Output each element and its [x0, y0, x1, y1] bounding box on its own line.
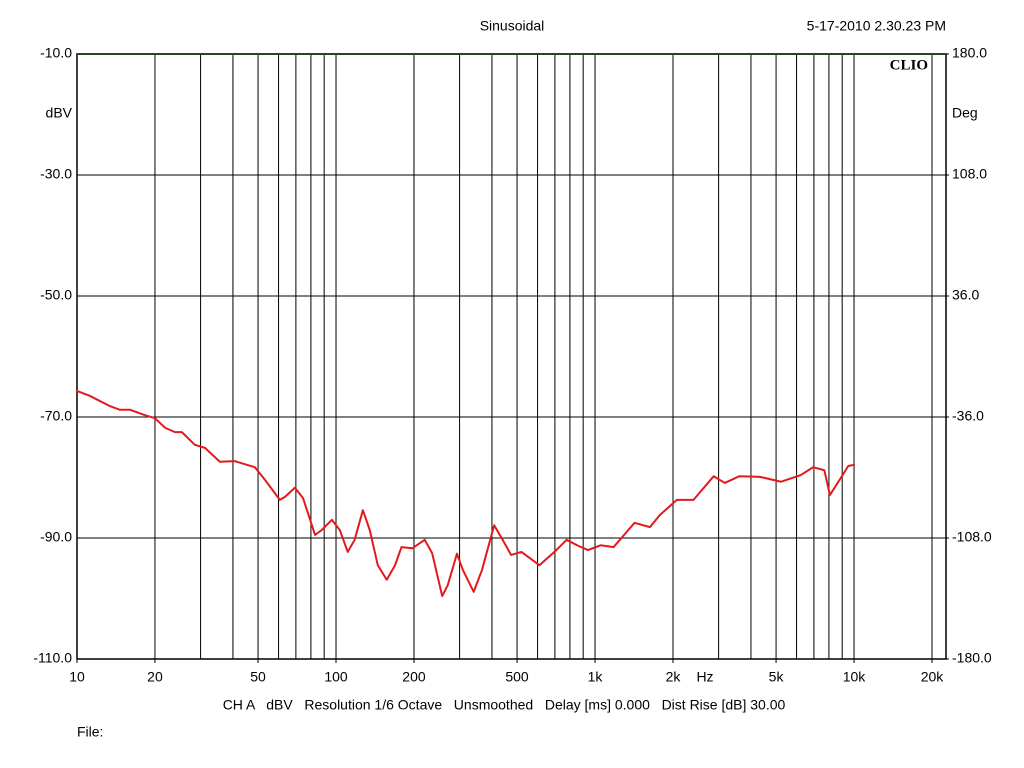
y-tick-label: -70.0 [40, 408, 72, 424]
x-tick-label: 20k [921, 669, 945, 685]
x-tick-label: 100 [324, 669, 348, 685]
y-tick-label: -50.0 [40, 287, 72, 303]
y2-tick-label: 36.0 [952, 287, 979, 303]
file-label: File: [77, 724, 103, 740]
plot-frame [76, 53, 947, 660]
x-tick-label: 1k [588, 669, 604, 685]
date: 5-17-2010 2.30.23 PM [807, 18, 946, 34]
y2-axis-label: Deg [952, 105, 978, 121]
x-tick-label: 2k [666, 669, 682, 685]
y2-tick-label: -108.0 [952, 529, 992, 545]
chart-title: Sinusoidal [480, 18, 545, 34]
y-tick-label: -90.0 [40, 529, 72, 545]
y-tick-label: -10.0 [40, 45, 72, 61]
data-line [76, 389, 856, 598]
x-tick-label: 10k [843, 669, 867, 685]
y2-tick-label: -180.0 [952, 650, 992, 666]
x-tick-label: 20 [147, 669, 163, 685]
x-tick-label: 200 [402, 669, 426, 685]
x-tick-label: 50 [250, 669, 266, 685]
y-tick-label: -110.0 [33, 650, 72, 666]
footer: CH A dBV Resolution 1/6 Octave Unsmoothe… [223, 697, 786, 713]
x-axis-label: Hz [696, 669, 713, 685]
y2-tick-label: 180.0 [952, 45, 987, 61]
y2-tick-label: -36.0 [952, 408, 984, 424]
y-axis-label: dBV [46, 105, 73, 121]
x-tick-label: 5k [769, 669, 785, 685]
x-tick-label: 10 [69, 669, 85, 685]
brand: CLIO [890, 57, 928, 73]
y2-tick-label: 108.0 [952, 166, 987, 182]
y-tick-label: -30.0 [40, 166, 72, 182]
x-tick-label: 500 [505, 669, 529, 685]
